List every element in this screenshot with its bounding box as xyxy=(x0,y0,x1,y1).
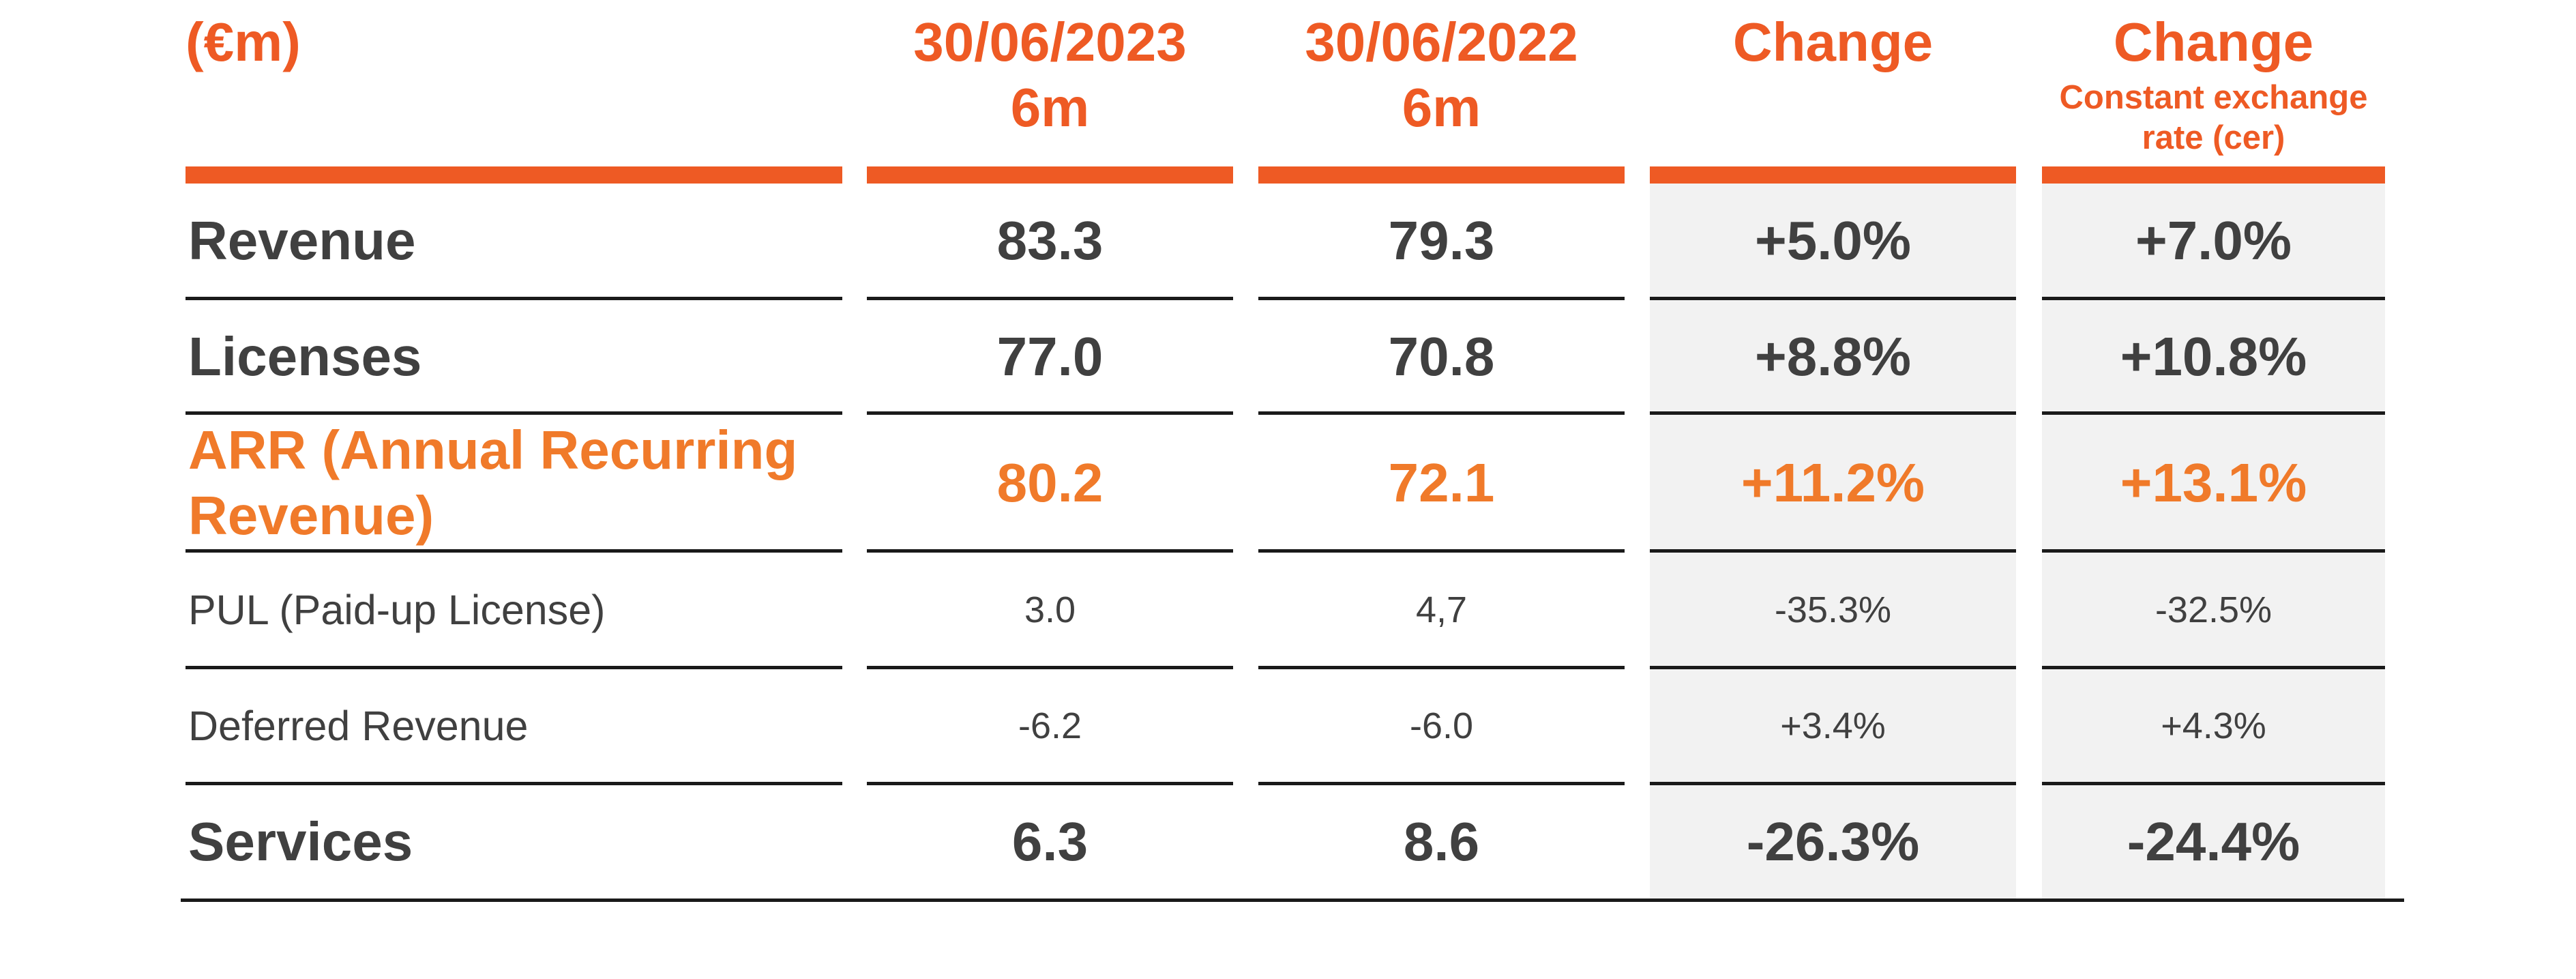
cell-change-cer-arr: +13.1% xyxy=(2120,452,2307,513)
row-divider xyxy=(1258,666,1625,669)
row-divider xyxy=(1650,411,2016,415)
row-label-licenses: Licenses xyxy=(188,326,422,387)
row-label-services: Services xyxy=(188,810,413,872)
row-divider xyxy=(186,549,842,553)
row-divider xyxy=(1258,297,1625,300)
change-cer-column-shade xyxy=(2042,184,2385,899)
cell-change-arr: +11.2% xyxy=(1741,452,1925,513)
cell-change-pul: -35.3% xyxy=(1774,589,1892,630)
row-divider xyxy=(867,549,1233,553)
cell-change-services: -26.3% xyxy=(1746,810,1920,872)
header-2023: 30/06/2023 6m xyxy=(867,10,1233,141)
row-divider xyxy=(2042,782,2385,785)
row-divider xyxy=(1650,666,2016,669)
row-divider xyxy=(186,782,842,785)
cell-change-revenue: +5.0% xyxy=(1754,210,1912,271)
header-2022-period: 6m xyxy=(1402,77,1481,138)
row-divider xyxy=(2042,411,2385,415)
row-divider xyxy=(867,782,1233,785)
row-divider xyxy=(867,666,1233,669)
header-change-cer: Change Constant exchange rate (cer) xyxy=(2042,10,2385,158)
row-divider xyxy=(1650,297,2016,300)
header-2022-date: 30/06/2022 xyxy=(1305,12,1578,72)
table-bottom-rule xyxy=(181,898,2404,902)
row-divider xyxy=(1258,411,1625,415)
cell-2023-revenue: 83.3 xyxy=(996,210,1104,271)
cell-2022-deferred-revenue: -6.0 xyxy=(1409,705,1474,746)
row-label-arr: ARR (Annual Recurring Revenue) xyxy=(188,420,798,546)
cell-2022-services: 8.6 xyxy=(1403,810,1480,872)
header-change-label: Change xyxy=(1732,12,1934,72)
unit-label: (€m) xyxy=(186,12,301,72)
cell-2023-licenses: 77.0 xyxy=(996,326,1104,387)
header-change: Change xyxy=(1650,10,2016,75)
row-divider xyxy=(2042,297,2385,300)
cell-2022-arr: 72.1 xyxy=(1388,452,1495,513)
cell-2023-arr: 80.2 xyxy=(996,452,1104,513)
row-label-revenue: Revenue xyxy=(188,210,416,271)
header-change-cer-label: Change xyxy=(2113,12,2314,72)
header-bar xyxy=(186,166,842,184)
cell-change-cer-pul: -32.5% xyxy=(2155,589,2272,630)
cell-2022-pul: 4,7 xyxy=(1415,589,1468,630)
row-divider xyxy=(1258,549,1625,553)
header-2023-period: 6m xyxy=(1010,77,1090,138)
header-2023-date: 30/06/2023 xyxy=(913,12,1187,72)
row-divider xyxy=(186,411,842,415)
cell-change-cer-services: -24.4% xyxy=(2127,810,2300,872)
header-bar xyxy=(867,166,1233,184)
cell-change-deferred-revenue: +3.4% xyxy=(1780,705,1886,746)
row-divider xyxy=(867,297,1233,300)
change-column-shade xyxy=(1650,184,2016,899)
header-bar xyxy=(2042,166,2385,184)
row-divider xyxy=(1650,782,2016,785)
row-label-deferred-revenue: Deferred Revenue xyxy=(188,703,529,749)
cell-change-cer-revenue: +7.0% xyxy=(2135,210,2292,271)
cell-change-cer-licenses: +10.8% xyxy=(2120,326,2307,387)
row-divider xyxy=(186,666,842,669)
header-change-cer-sub: Constant exchange rate (cer) xyxy=(2059,79,2368,156)
row-divider xyxy=(186,297,842,300)
cell-2023-deferred-revenue: -6.2 xyxy=(1018,705,1082,746)
header-2022: 30/06/2022 6m xyxy=(1258,10,1625,141)
cell-2023-services: 6.3 xyxy=(1011,810,1089,872)
row-divider xyxy=(1258,782,1625,785)
cell-2022-licenses: 70.8 xyxy=(1388,326,1495,387)
header-bar xyxy=(1258,166,1625,184)
cell-2023-pul: 3.0 xyxy=(1024,589,1076,630)
row-label-pul: PUL (Paid-up License) xyxy=(188,587,606,633)
row-divider xyxy=(2042,549,2385,553)
header-bar xyxy=(1650,166,2016,184)
cell-change-licenses: +8.8% xyxy=(1754,326,1912,387)
row-divider xyxy=(2042,666,2385,669)
row-divider xyxy=(1650,549,2016,553)
cell-change-cer-deferred-revenue: +4.3% xyxy=(2161,705,2266,746)
cell-2022-revenue: 79.3 xyxy=(1388,210,1495,271)
row-divider xyxy=(867,411,1233,415)
